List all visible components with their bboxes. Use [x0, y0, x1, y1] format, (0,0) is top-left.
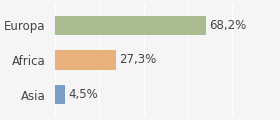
- Bar: [55, 85, 65, 105]
- Text: 4,5%: 4,5%: [69, 88, 98, 101]
- Text: 27,3%: 27,3%: [119, 54, 156, 66]
- Bar: [55, 15, 206, 35]
- Bar: [55, 50, 116, 70]
- Text: 68,2%: 68,2%: [209, 19, 246, 32]
